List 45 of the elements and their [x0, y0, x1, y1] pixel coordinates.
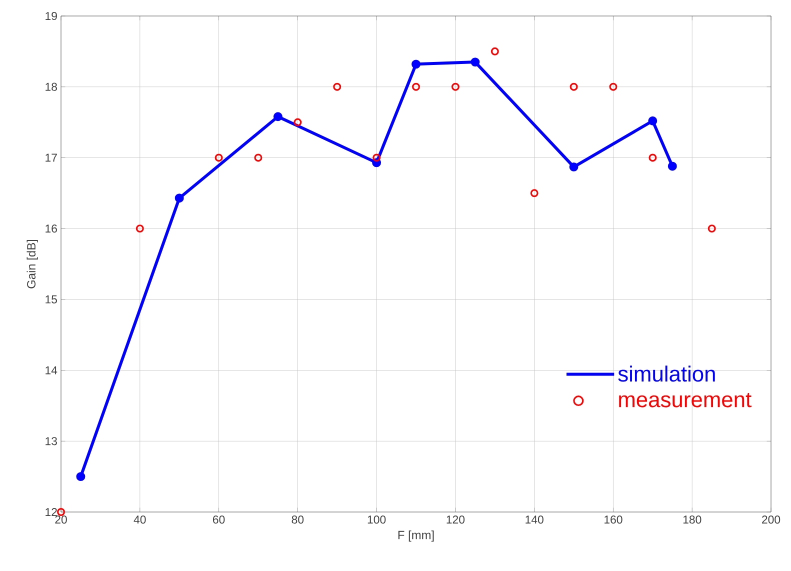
y-tick-label: 14	[46, 366, 58, 374]
point	[570, 82, 578, 91]
point	[254, 154, 262, 162]
point	[470, 58, 480, 67]
point	[451, 82, 460, 91]
y-tick-label: 19	[46, 12, 57, 20]
point	[372, 154, 381, 162]
y-tick-label: 15	[46, 295, 57, 304]
point	[569, 162, 578, 172]
x-tick-label: 120	[446, 516, 465, 524]
y-axis-title: Gain [dB]	[26, 240, 38, 288]
y-tick-label: 17	[46, 154, 57, 162]
x-axis-title: F [mm]	[398, 530, 434, 542]
point	[609, 82, 618, 91]
legend-label: measurement	[619, 392, 752, 408]
point	[708, 224, 716, 233]
y-tick-label: 16	[46, 224, 57, 233]
point	[490, 47, 499, 56]
x-tick-label: 80	[292, 516, 304, 524]
point	[214, 154, 223, 162]
y-tick-label: 13	[46, 437, 57, 446]
x-tick-label: 40	[134, 516, 146, 524]
x-tick-label: 160	[604, 516, 622, 524]
x-tick-label: 180	[683, 516, 702, 524]
x-tick-label: 140	[526, 516, 544, 524]
point	[76, 472, 86, 482]
point	[273, 112, 282, 122]
point	[57, 508, 65, 516]
point	[530, 189, 538, 198]
point	[412, 60, 420, 69]
point	[648, 154, 657, 162]
x-tick-label: 20	[55, 516, 67, 524]
x-tick-label: 200	[762, 516, 780, 524]
x-tick-label: 60	[212, 516, 225, 524]
point	[174, 194, 184, 203]
point	[668, 162, 677, 171]
point	[294, 118, 302, 126]
y-tick-label: 18	[46, 82, 57, 91]
y-tick-label: 12	[46, 508, 57, 516]
point	[648, 116, 658, 126]
legend-label: simulation	[618, 366, 715, 382]
point	[412, 82, 420, 91]
x-tick-label: 100	[368, 516, 386, 524]
point	[136, 224, 144, 233]
point	[333, 82, 342, 91]
